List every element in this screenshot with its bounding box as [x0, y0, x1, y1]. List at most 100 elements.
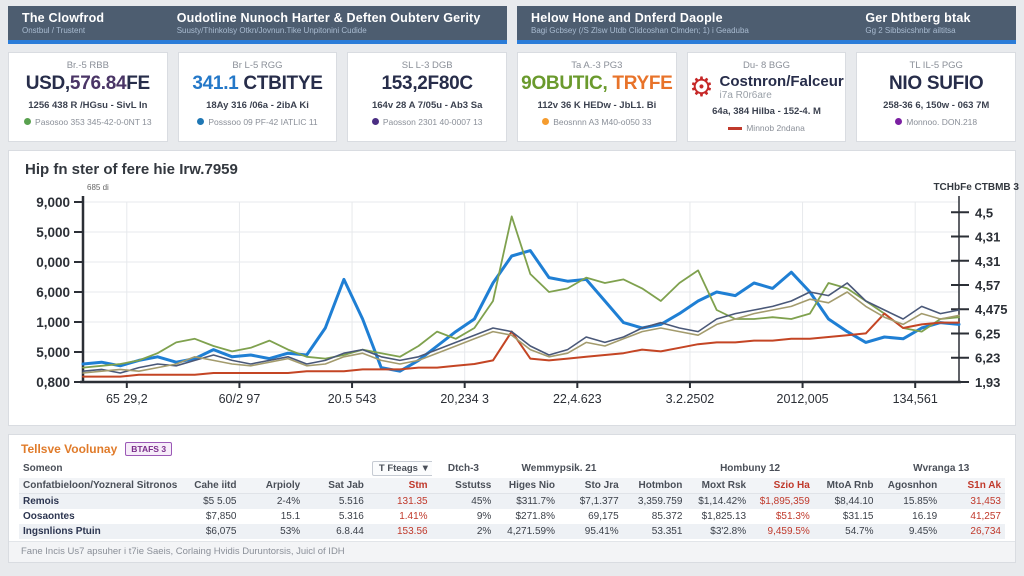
kpi-subtext: 18Ay 316 /06a - 2ibA Ki [206, 99, 309, 111]
kpi-value: 153,2F80C [348, 73, 506, 95]
kpi-bullet-row: Posssoo 09 PF-42 IATLIC 11 [179, 117, 337, 127]
header-title: The Clowfrod [22, 11, 105, 26]
kpi-subtext: 258-36 6, 150w - 063 7M [883, 99, 990, 111]
table-cell: $271.8% [515, 511, 555, 522]
kpi-label: Ta A.-3 PG3 [571, 60, 623, 71]
table-cell: 95.41% [584, 526, 619, 537]
kpi-bullet-text: Paosson 2301 40-0007 13 [382, 116, 483, 127]
kpi-value: ⚙ Costnron/Falceur i7a R0r6are [688, 74, 846, 101]
table-group-header [813, 459, 878, 478]
line-chart: 9,000 5,000 0,000 6,000 1,000 5,000 0,800 65 29… [21, 178, 1019, 423]
series-green [82, 215, 960, 369]
column-header: Higes Nio [495, 478, 559, 494]
right-axis-title: TCHbFe CTBMB 3 [933, 182, 1019, 193]
table-cell: 54.7% [845, 526, 874, 537]
kpi-value-part: TRYFE [607, 73, 673, 94]
x-axis-label: 134,561 [893, 392, 938, 406]
summary-table-panel: Tellsve Voolunay BTAFS 3 Someon T Fteags … [8, 434, 1016, 563]
column-header: Szio Ha [750, 478, 814, 494]
column-header: Stm [367, 478, 432, 494]
table-cell: 9.45% [908, 526, 938, 537]
table-cell: $7,850 [205, 511, 237, 522]
kpi-card-row: Br.-5 RBB USD,576.84FE 1256 438 R /HGsu - … [8, 52, 1017, 142]
kpi-value-part: CTBITYE [238, 73, 323, 94]
y-axis-label: 0,000 [36, 255, 70, 270]
header-section: The Clowfrod Onstbul / Trustent [8, 10, 163, 36]
kpi-label: Br L-5 RGG [232, 60, 283, 71]
table-cell: 69,175 [588, 511, 619, 522]
table-cell: $6,075 [205, 526, 237, 537]
table-cell: 5.316 [338, 511, 364, 522]
top-header-bars: The Clowfrod Onstbul / Trustent Oudotline … [8, 6, 1016, 44]
series-blue [81, 249, 961, 373]
dash-marker-icon [728, 126, 743, 130]
y-axis-note: 685 di [87, 183, 109, 192]
kpi-card: Ta A.-3 PG3 9OBUTIC, TRYFE 112v 36 K HEDw … [517, 52, 677, 142]
kpi-value-part: 576.84 [69, 73, 127, 94]
kpi-card: Du- 8 BGG ⚙ Costnron/Falceur i7a R0r6are 64a… [686, 52, 847, 142]
kpi-bullet-row: Minnob 2ndana [688, 123, 846, 133]
kpi-value-part: 341.1 [192, 73, 239, 94]
table-cell: $1,14.42% [698, 496, 747, 507]
table-cell: $31.15 [842, 511, 874, 522]
y-axis-label: 5,000 [36, 345, 70, 360]
header-bar: Helow Hone and Dnferd Daople Bagi Gcbsey … [517, 6, 1016, 44]
table-cell: 5.516 [338, 496, 364, 507]
y-axis-label: 5,000 [36, 225, 70, 240]
y-axis-label: 6,000 [36, 285, 70, 300]
table-cell: 6.8.44 [336, 526, 364, 537]
table-row: Remois $5 5.05 2-4% 5.516 131.35 45% $311.7% $7… [19, 493, 1005, 509]
column-header: Agosnhon [877, 478, 942, 494]
table-cell: $3'2.8% [710, 526, 747, 537]
kpi-label: SL L-3 DGB [401, 60, 453, 71]
table-cell: 9% [476, 511, 492, 522]
gear-icon: ⚙ [689, 72, 714, 102]
table-group-header: Someon [19, 459, 177, 478]
kpi-bullet-text: Posssoo 09 PF-42 IATLIC 11 [208, 116, 318, 127]
table-cell: 26,734 [970, 526, 1001, 537]
kpi-value: 341.1 CTBITYE [179, 73, 337, 95]
dot-marker-icon [371, 118, 379, 126]
header-title: Helow Hone and Dnferd Daople [531, 11, 723, 26]
table-filter-dropdown: T Fteags ▼ [367, 459, 432, 478]
kpi-value-part: FE [126, 73, 150, 94]
table-cell: 31,453 [970, 496, 1001, 507]
table-cell: 3,359.759 [637, 496, 683, 507]
kpi-value-part: NIO SUFIO [888, 73, 984, 94]
kpi-value-part: 153,2F80C [381, 73, 474, 94]
row-label: Ingsnlions Ptuin [23, 526, 101, 537]
kpi-value: NIO SUFIO [857, 73, 1015, 95]
header-section: Ger Dhtberg btak Gg 2 Sibbsicshnbr ailtit… [851, 10, 1016, 36]
kpi-bullet-row: Pasosoo 353 345-42-0-0NT 13 [9, 117, 167, 127]
kpi-subtext: 1256 438 R /HGsu - SivL In [28, 99, 148, 111]
filter-dropdown[interactable]: T Fteags ▼ [371, 461, 432, 476]
column-header: Sto Jra [558, 478, 623, 494]
row-label: Remois [23, 496, 60, 507]
table-cell: $1,825.13 [701, 511, 747, 522]
column-header: Cahe iitd [176, 478, 241, 494]
x-axis-label: 2012,005 [777, 392, 829, 406]
table-cell: 45% [471, 496, 492, 507]
y-axis-label: 1,000 [36, 315, 70, 330]
header-bar: The Clowfrod Onstbul / Trustent Oudotline … [8, 6, 507, 44]
table-group-header: Hombuny 12 [686, 459, 814, 478]
kpi-label: TL IL-5 PGG [909, 60, 963, 71]
table-cell: $1,895,359 [759, 496, 810, 507]
kpi-value: USD,576.84FE [9, 73, 167, 95]
table-group-header [176, 459, 368, 478]
header-section: Helow Hone and Dnferd Daople Bagi Gcbsey … [517, 10, 851, 36]
column-header: MtoA Rnb [813, 478, 878, 494]
kpi-gear-text: Costnron/Falceur i7a R0r6are [720, 74, 844, 101]
summary-table: Someon T Fteags ▼ Dtch-3 Wemmypsik. 21 Hombu… [19, 459, 1005, 539]
kpi-bullet-row: Paosson 2301 40-0007 13 [348, 117, 506, 127]
chart-svg: 9,000 5,000 0,000 6,000 1,000 5,000 0,800 65 29… [36, 182, 1019, 406]
header-subtitle: Bagi Gcbsey (/S Zlsw Utdb Clidcoshan Clm… [531, 25, 749, 35]
series-red [82, 312, 960, 378]
y2-axis-label: 4,57 [975, 278, 1000, 293]
kpi-bullet-text: Monnoo. DON.218 [906, 116, 978, 127]
table-group-header: Dtch-3 [431, 459, 496, 478]
table-cell: 153.56 [396, 526, 428, 537]
row-label: Oosaontes [23, 511, 75, 522]
kpi-label: Br.-5 RBB [66, 60, 109, 71]
series-slate [82, 282, 960, 374]
